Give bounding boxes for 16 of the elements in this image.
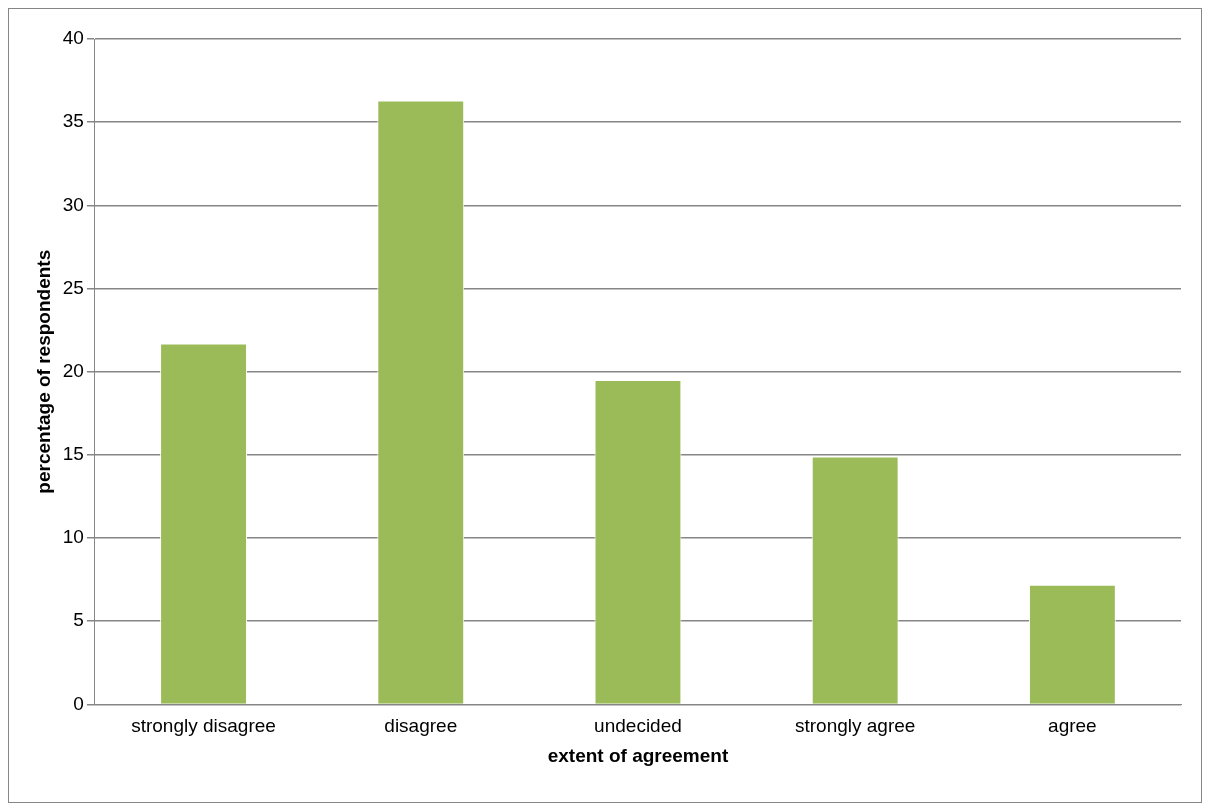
x-tick-label: agree (1048, 715, 1097, 737)
y-axis-title: percentage of respondents (32, 249, 54, 494)
y-tick-label: 20 (62, 359, 84, 381)
x-tick-label: disagree (384, 715, 458, 737)
y-tick-label: 0 (73, 692, 84, 714)
y-tick-label: 5 (73, 609, 84, 631)
y-tick-label: 40 (62, 27, 84, 49)
y-tick-label: 10 (62, 526, 84, 548)
y-tick-label: 35 (62, 110, 84, 132)
y-tick-label: 30 (62, 193, 84, 215)
y-tick-label: 25 (62, 276, 84, 298)
x-tick-label: undecided (594, 715, 682, 737)
x-axis-title: extent of agreement (547, 744, 729, 766)
x-tick-label: strongly disagree (131, 715, 276, 737)
x-tick-label: strongly agree (794, 715, 916, 737)
y-tick-label: 15 (62, 443, 84, 465)
